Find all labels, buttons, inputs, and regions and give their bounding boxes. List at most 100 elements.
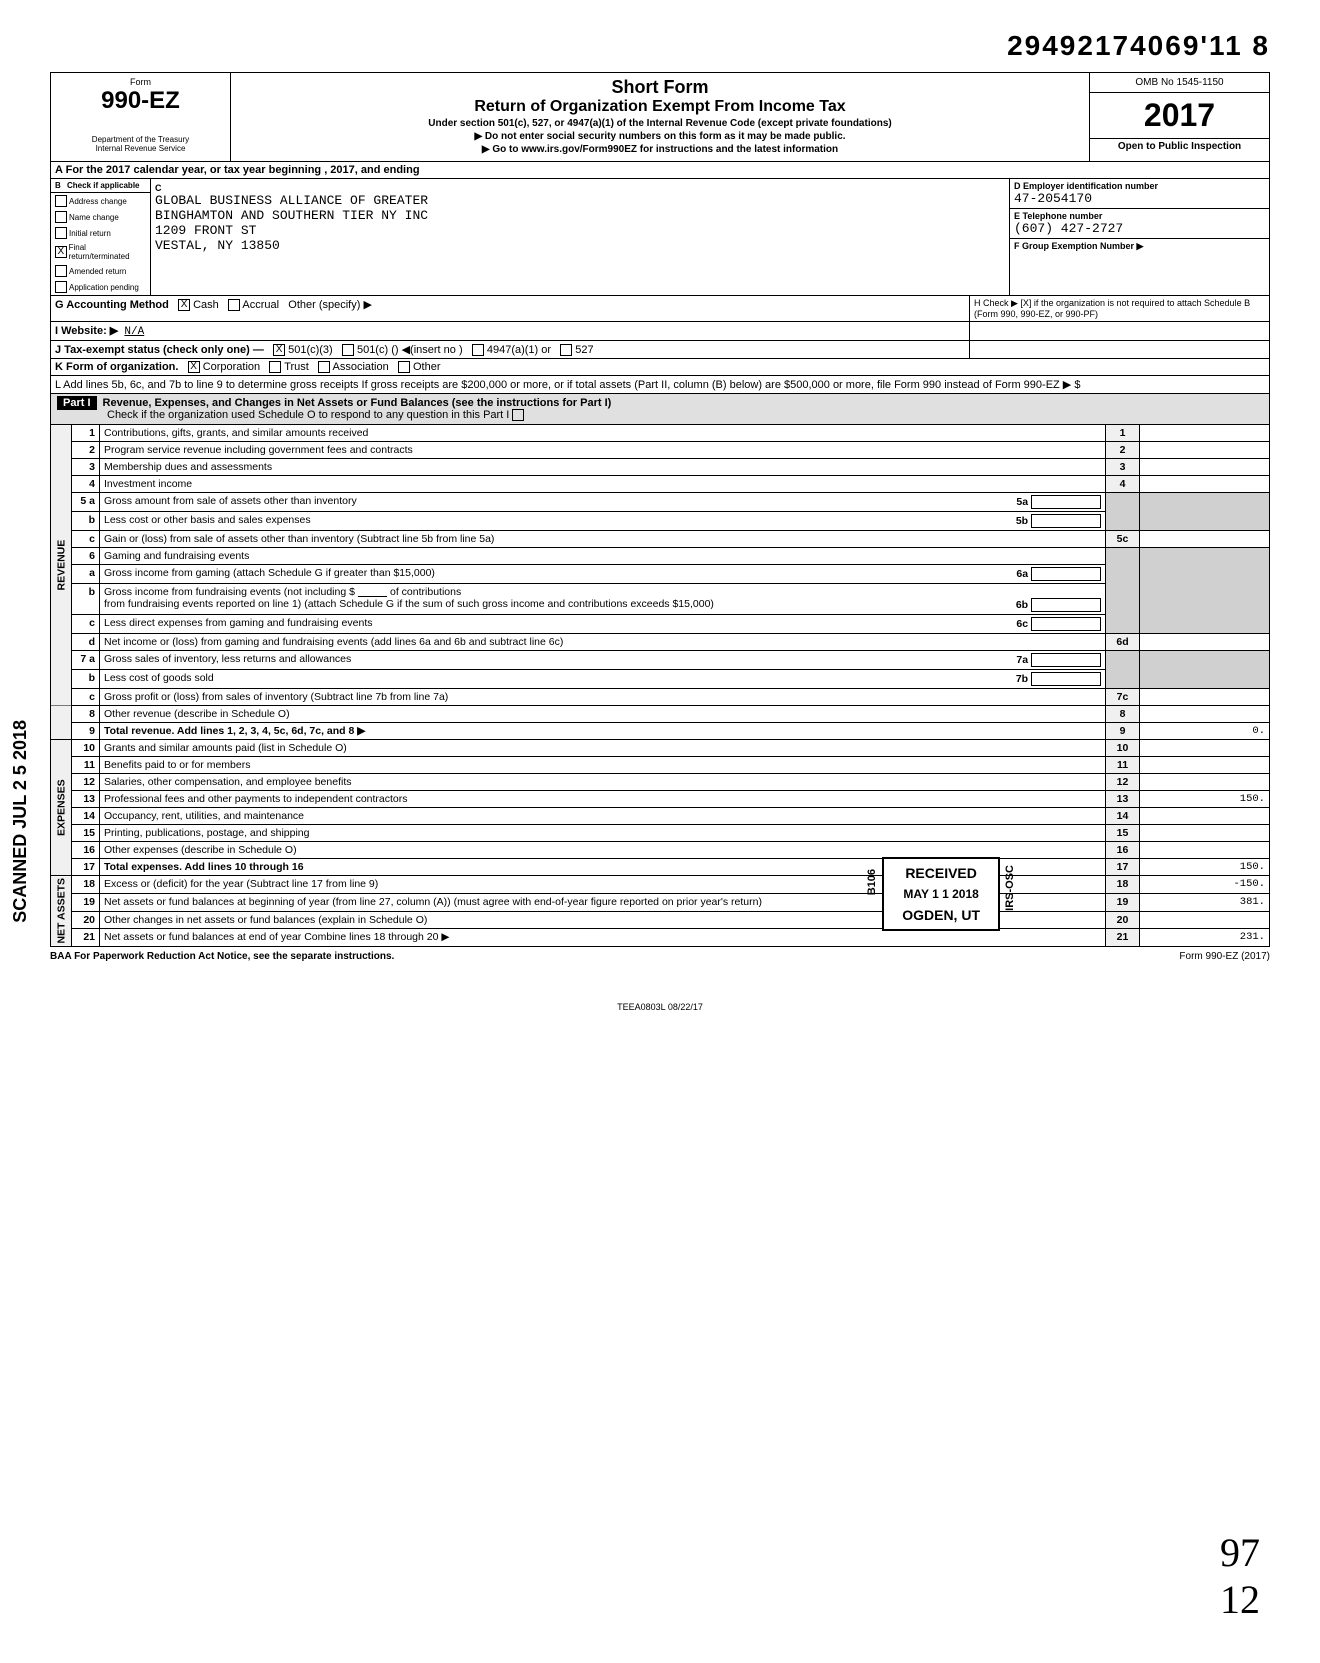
- form-number: 990-EZ: [55, 87, 226, 115]
- org-name-1: GLOBAL BUSINESS ALLIANCE OF GREATER: [155, 193, 1005, 208]
- label-cash: Cash: [193, 299, 219, 311]
- check-final[interactable]: X: [55, 246, 67, 258]
- open-inspection: Open to Public Inspection: [1090, 138, 1269, 154]
- k-label: K Form of organization.: [55, 361, 178, 373]
- line-5c: Gain or (loss) from sale of assets other…: [100, 531, 1106, 548]
- received-stamp: RECEIVED MAY 1 1 2018 OGDEN, UT B106 IRS…: [882, 857, 1000, 931]
- check-4947[interactable]: [472, 344, 484, 356]
- handwritten-note: 9712: [1220, 1529, 1260, 1623]
- form-sub-2: ▶ Do not enter social security numbers o…: [235, 131, 1085, 142]
- line-5b: Less cost or other basis and sales expen…: [104, 514, 311, 526]
- org-addr-1: 1209 FRONT ST: [155, 223, 1005, 238]
- check-trust[interactable]: [269, 361, 281, 373]
- line-7a: Gross sales of inventory, less returns a…: [104, 653, 351, 665]
- form-sub-3: ▶ Go to www.irs.gov/Form990EZ for instru…: [235, 144, 1085, 155]
- line-6d: Net income or (loss) from gaming and fun…: [100, 634, 1106, 651]
- check-527[interactable]: [560, 344, 572, 356]
- lines-table: REVENUE 1Contributions, gifts, grants, a…: [50, 425, 1270, 947]
- label-final: Final return/terminated: [69, 243, 146, 261]
- line-6: Gaming and fundraising events: [100, 548, 1106, 565]
- footer-left: BAA For Paperwork Reduction Act Notice, …: [50, 951, 394, 962]
- label-527: 527: [575, 344, 593, 356]
- bottom-code: TEEA0803L 08/22/17: [50, 1002, 1270, 1012]
- h-text: H Check ▶ [X] if the organization is not…: [969, 296, 1269, 321]
- label-name: Name change: [69, 213, 119, 222]
- line-9: Total revenue. Add lines 1, 2, 3, 4, 5c,…: [104, 725, 354, 737]
- i-label: I Website: ▶: [55, 325, 118, 337]
- amt-9: 0.: [1140, 723, 1270, 740]
- part1-header: Part IRevenue, Expenses, and Changes in …: [50, 394, 1270, 425]
- check-accrual[interactable]: [228, 299, 240, 311]
- form-header: Form 990-EZ Department of the Treasury I…: [50, 72, 1270, 162]
- part1-title: Revenue, Expenses, and Changes in Net As…: [103, 397, 612, 409]
- line-21: Net assets or fund balances at end of ye…: [104, 931, 438, 943]
- form-title-1: Short Form: [235, 77, 1085, 98]
- org-name-2: BINGHAMTON AND SOUTHERN TIER NY INC: [155, 208, 1005, 223]
- check-pending[interactable]: [55, 281, 67, 293]
- check-501c[interactable]: [342, 344, 354, 356]
- label-assoc: Association: [332, 361, 388, 373]
- line-7c: Gross profit or (loss) from sales of inv…: [100, 689, 1106, 706]
- line-12: Salaries, other compensation, and employ…: [100, 774, 1106, 791]
- line-7b: Less cost of goods sold: [104, 672, 214, 684]
- line-6c: Less direct expenses from gaming and fun…: [104, 617, 372, 629]
- form-prefix: Form: [55, 77, 226, 87]
- footer-right: Form 990-EZ (2017): [1179, 951, 1270, 962]
- label-amended: Amended return: [69, 267, 126, 276]
- amt-17: 150.: [1140, 859, 1270, 876]
- dept-irs: Internal Revenue Service: [55, 144, 226, 153]
- check-schedule-o[interactable]: [512, 409, 524, 421]
- line-a: For the 2017 calendar year, or tax year …: [66, 164, 420, 176]
- line-13: Professional fees and other payments to …: [100, 791, 1106, 808]
- line-11: Benefits paid to or for members: [100, 757, 1106, 774]
- side-netassets: NET ASSETS: [51, 876, 72, 947]
- side-revenue: REVENUE: [51, 425, 72, 706]
- check-address[interactable]: [55, 195, 67, 207]
- line-6a: Gross income from gaming (attach Schedul…: [104, 567, 435, 579]
- j-label: J Tax-exempt status (check only one) —: [55, 344, 264, 356]
- e-label: E Telephone number: [1014, 211, 1102, 221]
- check-amended[interactable]: [55, 265, 67, 277]
- line-15: Printing, publications, postage, and shi…: [100, 825, 1106, 842]
- label-other-method: Other (specify) ▶: [288, 299, 372, 311]
- label-accrual: Accrual: [242, 299, 279, 311]
- line-6b2: of contributions: [390, 586, 461, 598]
- phone: (607) 427-2727: [1014, 221, 1123, 236]
- omb-number: OMB No 1545-1150: [1090, 73, 1269, 93]
- check-applicable: Check if applicable: [67, 181, 139, 190]
- ein: 47-2054170: [1014, 191, 1092, 206]
- check-cash[interactable]: X: [178, 299, 190, 311]
- form-sub-1: Under section 501(c), 527, or 4947(a)(1)…: [235, 118, 1085, 129]
- stamp-date: MAY 1 1 2018: [902, 887, 980, 901]
- line-6b1: Gross income from fundraising events (no…: [104, 586, 355, 598]
- d-label: D Employer identification number: [1014, 181, 1158, 191]
- stamp-location: OGDEN, UT: [902, 907, 980, 923]
- check-corp[interactable]: X: [188, 361, 200, 373]
- amt-18: -150.: [1140, 876, 1270, 894]
- label-501c3: 501(c)(3): [288, 344, 333, 356]
- check-initial[interactable]: [55, 227, 67, 239]
- website: N/A: [124, 326, 144, 338]
- label-pending: Application pending: [69, 283, 139, 292]
- check-other-org[interactable]: [398, 361, 410, 373]
- label-501c-suffix: ) ◀(insert no ): [395, 344, 463, 356]
- dln-number: 29492174069'11 8: [50, 30, 1270, 62]
- check-name[interactable]: [55, 211, 67, 223]
- line-2: Program service revenue including govern…: [100, 442, 1106, 459]
- stamp-left: B106: [866, 869, 878, 895]
- label-initial: Initial return: [69, 229, 111, 238]
- label-corp: Corporation: [203, 361, 260, 373]
- line-3: Membership dues and assessments: [100, 459, 1106, 476]
- check-assoc[interactable]: [318, 361, 330, 373]
- line-8: Other revenue (describe in Schedule O): [100, 706, 1106, 723]
- check-501c3[interactable]: X: [273, 344, 285, 356]
- line-4: Investment income: [100, 476, 1106, 493]
- line-l: L Add lines 5b, 6c, and 7b to line 9 to …: [51, 376, 1269, 393]
- label-4947: 4947(a)(1) or: [487, 344, 551, 356]
- amt-21: 231.: [1140, 929, 1270, 947]
- stamp-received: RECEIVED: [902, 865, 980, 881]
- scanned-stamp: SCANNED JUL 2 5 2018: [10, 720, 31, 923]
- line-1: Contributions, gifts, grants, and simila…: [100, 425, 1106, 442]
- org-addr-2: VESTAL, NY 13850: [155, 238, 1005, 253]
- part1-sub: Check if the organization used Schedule …: [107, 409, 509, 421]
